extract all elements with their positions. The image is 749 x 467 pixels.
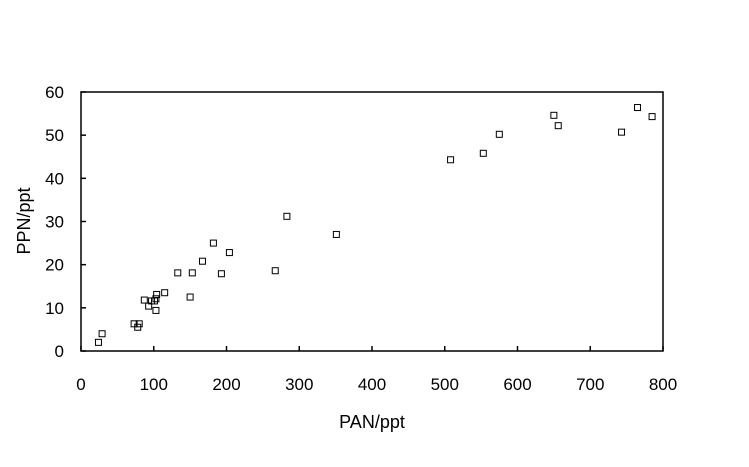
plot-area-frame: [80, 91, 664, 352]
y-tick-label: 50: [45, 126, 64, 145]
data-point: [479, 149, 487, 157]
data-point: [135, 320, 143, 328]
data-point: [209, 239, 217, 247]
x-tick-label: 200: [212, 375, 240, 394]
y-tick-label: 0: [55, 342, 64, 361]
data-point: [634, 104, 642, 112]
x-tick-label: 500: [431, 375, 459, 394]
x-tick-label: 100: [140, 375, 168, 394]
y-axis-ticks: 0 10 20 30 40 50 60: [45, 83, 86, 361]
y-tick-label: 20: [45, 256, 64, 275]
data-point: [186, 293, 194, 301]
x-tick-label: 300: [285, 375, 313, 394]
data-point: [332, 230, 340, 238]
data-point: [198, 257, 206, 265]
y-tick-label: 40: [45, 169, 64, 188]
data-point: [550, 111, 558, 119]
x-tick-label: 700: [576, 375, 604, 394]
data-point: [174, 269, 182, 277]
y-tick-label: 60: [45, 83, 64, 102]
x-tick-label: 800: [649, 375, 677, 394]
y-tick-label: 10: [45, 299, 64, 318]
data-point: [188, 269, 196, 277]
y-axis-title: PPN/ppt: [14, 187, 34, 254]
data-points: [94, 104, 656, 346]
data-point: [495, 130, 503, 138]
data-point: [225, 249, 233, 257]
x-axis-ticks: 0 100 200 300 400 500 600 700 800: [76, 346, 677, 394]
x-tick-label: 0: [76, 375, 85, 394]
data-point: [217, 270, 225, 278]
x-tick-label: 400: [358, 375, 386, 394]
data-point: [618, 128, 626, 136]
x-tick-label: 600: [503, 375, 531, 394]
data-point: [271, 267, 279, 275]
data-point: [152, 295, 160, 303]
data-point: [648, 113, 656, 121]
data-point: [153, 290, 161, 298]
data-point: [98, 330, 106, 338]
data-point: [140, 296, 148, 304]
data-point: [554, 122, 562, 130]
data-point: [94, 338, 102, 346]
data-point: [152, 306, 160, 314]
data-point: [161, 289, 169, 297]
x-axis-title: PAN/ppt: [339, 412, 405, 432]
data-point: [283, 212, 291, 220]
data-point: [447, 156, 455, 164]
y-tick-label: 30: [45, 213, 64, 232]
